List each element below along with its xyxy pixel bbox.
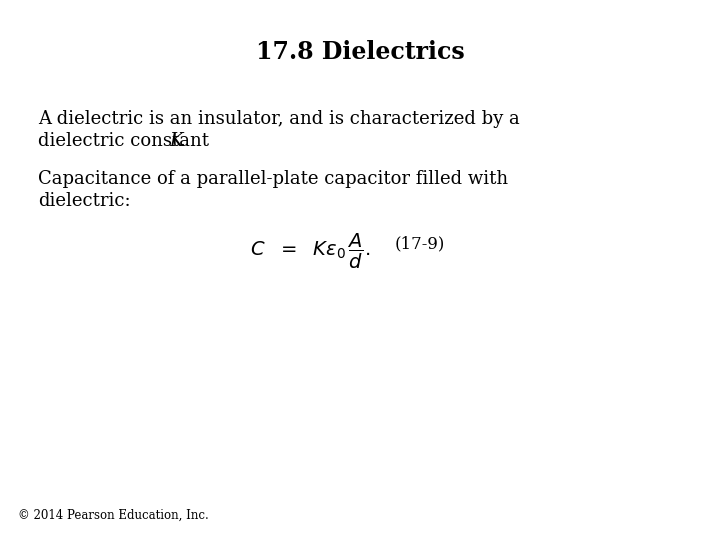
- Text: A dielectric is an insulator, and is characterized by a: A dielectric is an insulator, and is cha…: [38, 110, 520, 128]
- Text: K: K: [169, 132, 182, 150]
- Text: (17-9): (17-9): [395, 235, 446, 252]
- Text: dielectric constant: dielectric constant: [38, 132, 215, 150]
- Text: dielectric:: dielectric:: [38, 192, 130, 210]
- Text: 17.8 Dielectrics: 17.8 Dielectrics: [256, 40, 464, 64]
- Text: Capacitance of a parallel-plate capacitor filled with: Capacitance of a parallel-plate capacito…: [38, 170, 508, 188]
- Text: © 2014 Pearson Education, Inc.: © 2014 Pearson Education, Inc.: [18, 509, 209, 522]
- Text: $C \ \ = \ \ K\epsilon_0\,\dfrac{A}{d}.$: $C \ \ = \ \ K\epsilon_0\,\dfrac{A}{d}.$: [250, 232, 370, 271]
- Text: .: .: [179, 132, 185, 150]
